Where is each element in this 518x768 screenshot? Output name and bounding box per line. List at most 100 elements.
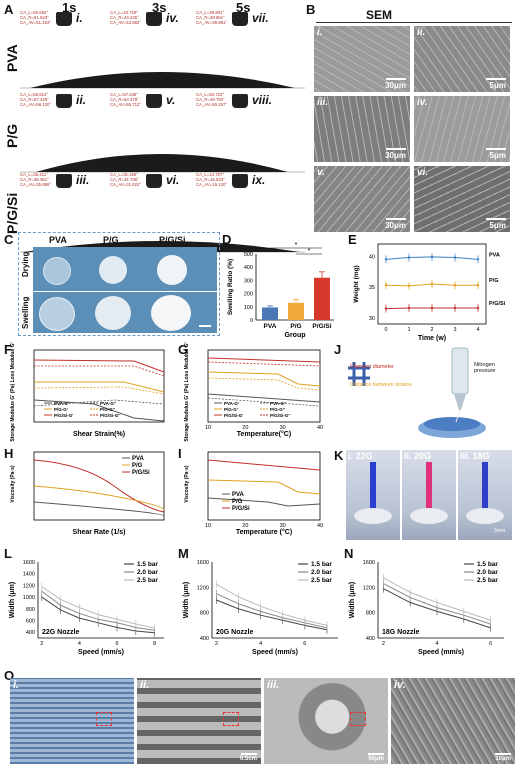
y-tick: 800 [26,607,35,613]
y-tick: 300 [244,278,253,284]
subpanel-label: ii. [76,93,87,107]
row-label-pg: P/G [4,123,20,148]
significance-star: * [308,248,311,255]
disc-pgsi-swell [151,295,191,331]
data-point [430,306,434,310]
y-tick: 1200 [197,585,209,591]
droplet-blob [466,508,504,524]
nozzle-photo: ii. 20G [402,450,456,540]
subpanel-label: v. [317,167,325,178]
zoom-inset-box [350,712,366,726]
subpanel-label: i. [317,27,323,38]
data-point [384,284,388,287]
data-point [384,307,388,310]
scaffold-image: iii. 50μm [264,678,388,764]
nozzle-gauge-label: ii. 20G [404,451,432,461]
legend-label: 1.5 bar [137,561,158,568]
nozzle-icon [482,462,488,510]
x-axis-label: Speed (mm/s) [252,649,298,656]
weight-line-chart: 30 35 40 0 1 2 3 4 PVA P/G P/G/Si Time (w) Weight (m… [353,243,506,342]
sem-title-rule [316,22,512,23]
nozzle-photo: i. 22G [346,450,400,540]
disc-pgsi-dry [157,255,187,285]
y-axis-label: Storage Modulus G' (Pa) Loss Modulus G''… [10,342,16,442]
y-tick: 800 [200,611,209,617]
x-tick: 2 [382,641,385,647]
subpanel-label: iii. [267,679,280,691]
data-point [476,284,480,287]
droplet-pg [20,154,305,173]
x-tick: 4 [78,641,81,647]
photo-divider [33,291,217,292]
nozzle-annotation: 20G Nozzle [216,629,253,636]
x-tick: PVA [264,323,277,330]
subpanel-label: iv. [417,97,428,108]
data-point [453,256,457,259]
panel-label-j: J [334,342,342,357]
y-tick: 30 [369,316,375,322]
droplet-blob [354,508,392,524]
panel-label-m: M [178,546,189,561]
subpanel-label: iv. [166,11,179,25]
legend-label: 2.5 bar [137,577,158,584]
y-tick: 1600 [363,560,375,566]
x-tick: 6 [115,641,118,647]
x-axis-label: Temperature (°C) [236,528,292,536]
subpanel-label: v. [166,93,176,107]
x-tick: 2 [40,641,43,647]
bar [314,277,330,320]
x-tick: 6 [489,641,492,647]
subpanel-label: iii. [317,97,329,108]
syringe-tip-icon [146,94,162,108]
time-header-1s: 1s [62,0,77,15]
x-tick: 10 [205,523,211,529]
x-tick: 4 [476,327,479,333]
legend-label: 1.5 bar [311,561,332,568]
legend-label: 2.0 bar [137,569,158,576]
nozzle-gauge-label: i. 22G [348,451,373,461]
data-point [453,284,457,287]
legend-label: 1.5 bar [477,561,498,568]
droplet-blob [410,508,448,524]
sem-title: SEM [366,8,393,22]
subpanel-label: vi. [417,167,429,178]
nozzle-icon [426,462,432,510]
y-tick: 400 [26,630,35,636]
y-tick: 1200 [363,585,375,591]
row-label-pva: PVA [4,44,20,72]
x-axis-label: Speed (mm/s) [78,649,124,656]
nozzle-annotation: 22G Nozzle [42,629,79,636]
nozzle-annotation: 18G Nozzle [382,629,419,636]
y-tick: 100 [244,305,253,311]
legend-label: PVA-G' [54,401,69,406]
time-header-5s: 5s [236,0,251,15]
data-point [407,256,411,259]
y-tick: 600 [26,618,35,624]
scale-bar: 50μm [368,753,384,762]
legend-label: P/G/Si-G' [54,413,73,418]
disc-pg-swell [95,296,131,330]
row-label-pgsi: P/G/Si [4,192,20,234]
panel-label-l: L [4,546,12,561]
scale-bar: 30μm [385,218,406,230]
contact-angle-readout: CA_L=31.458° CA_R=31.785° CA_AV=31.622° [110,172,142,187]
syringe-tip-icon [232,94,248,108]
series-label: P/G [489,278,498,284]
legend-label: P/G-G' [224,407,238,412]
syringe-tip-icon [232,12,248,26]
disc-pva-dry [43,257,71,285]
x-tick: 4 [435,641,438,647]
scale-bar-k: 3mm [494,528,506,534]
y-tick: 1600 [23,560,35,566]
scale-bar: 0.5cm [240,753,257,762]
scaffold-image: i. [10,678,134,764]
y-axis-label: Weight (mg) [353,265,360,302]
swelling-photo [33,247,217,333]
significance-star: * [295,242,298,249]
panel-label-h: H [4,446,14,461]
panel-label-d: D [222,232,232,247]
disc-pg-dry [99,256,127,284]
nozzle-icon [370,462,376,510]
x-axis-label: Shear Strain(%) [73,431,125,438]
